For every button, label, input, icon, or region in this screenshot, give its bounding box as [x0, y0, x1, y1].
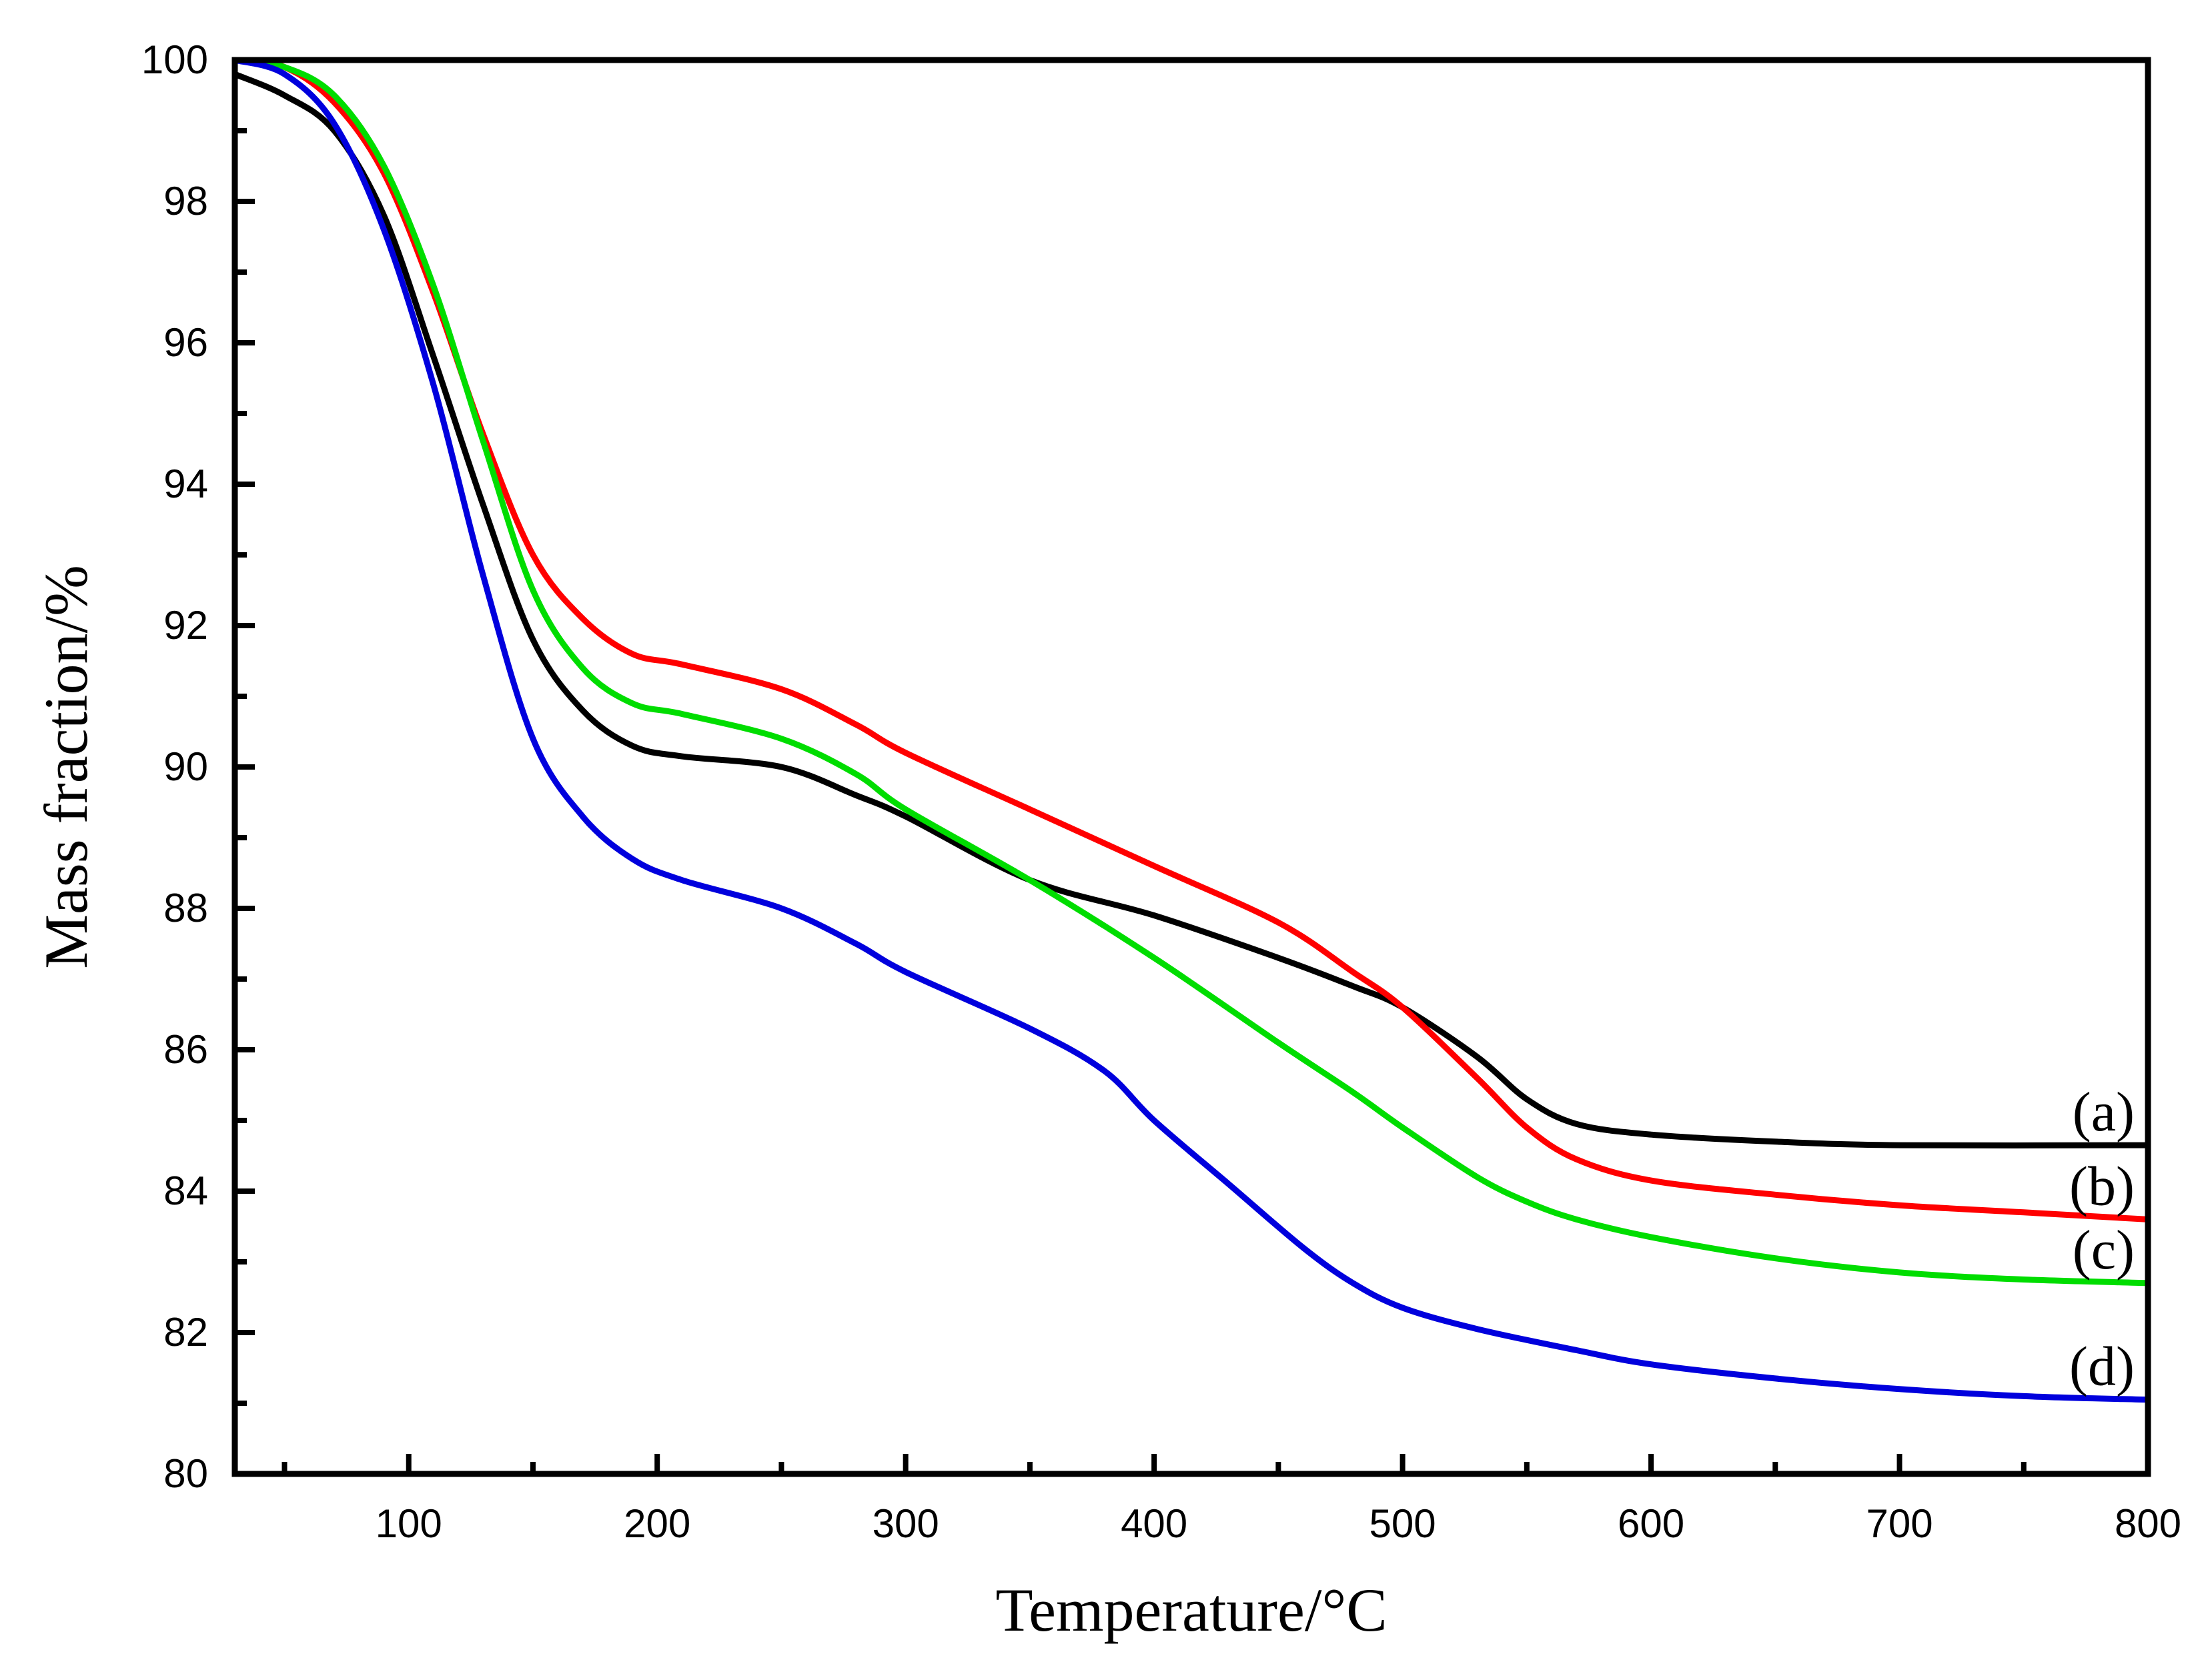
- y-tick-label: 82: [163, 1310, 208, 1355]
- y-tick-label: 100: [141, 37, 208, 82]
- x-tick-label: 600: [1618, 1501, 1684, 1546]
- x-axis-title: Temperature/°C: [995, 1576, 1387, 1644]
- ticks-layer: 100 200 300 400 500 600 700 800 80 82 84 86 88 90 92 94…: [141, 37, 2181, 1546]
- y-tick-label: 86: [163, 1027, 208, 1072]
- x-tick-label: 800: [2115, 1501, 2181, 1546]
- x-tick-label: 700: [1866, 1501, 1933, 1546]
- series-line-0: [233, 71, 2149, 1148]
- series-label-0: (a): [2073, 1081, 2135, 1143]
- labels-layer: (a) (b)(c) (d): [2069, 1081, 2135, 1398]
- y-tick-label: 80: [163, 1451, 208, 1496]
- x-tick-label: 400: [1121, 1501, 1187, 1546]
- y-tick-label: 92: [163, 603, 208, 648]
- x-tick-label: 500: [1369, 1501, 1436, 1546]
- series-line-3: [233, 57, 2149, 1403]
- y-tick-label: 94: [163, 462, 208, 506]
- series-layer: [233, 57, 2149, 1403]
- series-label-2: (c): [2073, 1219, 2135, 1281]
- x-tick-label: 100: [376, 1501, 442, 1546]
- plot-frame: [231, 57, 2151, 1477]
- series-line-1: [234, 57, 2149, 1222]
- x-tick-label: 300: [873, 1501, 939, 1546]
- x-tick-label: 200: [624, 1501, 690, 1546]
- y-tick-label: 96: [163, 320, 208, 365]
- y-tick-label: 88: [163, 886, 208, 930]
- y-tick-label: 98: [163, 179, 208, 223]
- series-line-2: [234, 57, 2149, 1287]
- y-tick-label: 90: [163, 744, 208, 789]
- series-label-3: (d): [2069, 1336, 2135, 1398]
- y-axis-title: Mass fraction/%: [32, 565, 100, 969]
- y-tick-label: 84: [163, 1168, 208, 1213]
- series-label-1: (b): [2069, 1155, 2135, 1217]
